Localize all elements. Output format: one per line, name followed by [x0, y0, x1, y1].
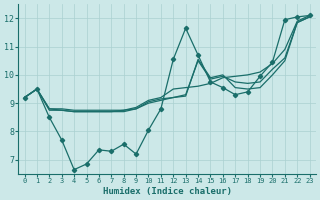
X-axis label: Humidex (Indice chaleur): Humidex (Indice chaleur) [103, 187, 232, 196]
